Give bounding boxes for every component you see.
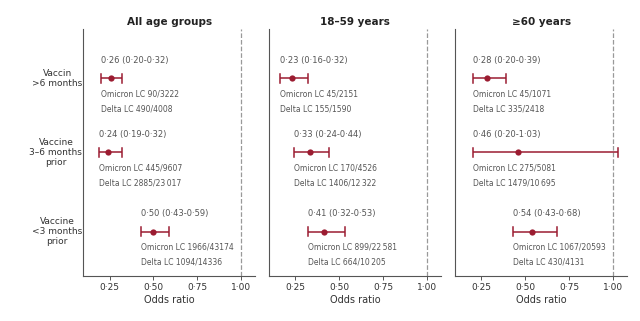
X-axis label: Odds ratio: Odds ratio [516, 295, 566, 305]
X-axis label: Odds ratio: Odds ratio [330, 295, 381, 305]
Text: 0·33 (0·24-0·44): 0·33 (0·24-0·44) [294, 130, 361, 139]
Text: Omicron LC 1067/20593: Omicron LC 1067/20593 [513, 243, 606, 252]
Text: 0·24 (0·19-0·32): 0·24 (0·19-0·32) [99, 130, 166, 139]
Text: Delta LC 1406/12 322: Delta LC 1406/12 322 [294, 178, 376, 187]
Text: Delta LC 335/2418: Delta LC 335/2418 [472, 104, 544, 113]
Text: 0·46 (0·20-1·03): 0·46 (0·20-1·03) [472, 130, 540, 139]
Text: Delta LC 2885/23 017: Delta LC 2885/23 017 [99, 178, 181, 187]
Text: Vaccine
<3 months
prior: Vaccine <3 months prior [32, 217, 83, 247]
Text: Delta LC 1094/14336: Delta LC 1094/14336 [141, 257, 222, 266]
Title: All age groups: All age groups [127, 17, 212, 27]
Text: Omicron LC 45/1071: Omicron LC 45/1071 [472, 90, 551, 99]
Text: Omicron LC 45/2151: Omicron LC 45/2151 [280, 90, 358, 99]
Text: Omicron LC 90/3222: Omicron LC 90/3222 [100, 90, 179, 99]
Text: Omicron LC 1966/43174: Omicron LC 1966/43174 [141, 243, 234, 252]
Text: Delta LC 490/4008: Delta LC 490/4008 [100, 104, 172, 113]
Text: Omicron LC 445/9607: Omicron LC 445/9607 [99, 164, 182, 173]
Title: 18–59 years: 18–59 years [320, 17, 390, 27]
Text: 0·26 (0·20-0·32): 0·26 (0·20-0·32) [100, 56, 168, 65]
Text: 0·28 (0·20-0·39): 0·28 (0·20-0·39) [472, 56, 540, 65]
Text: Omicron LC 275/5081: Omicron LC 275/5081 [472, 164, 556, 173]
X-axis label: Odds ratio: Odds ratio [144, 295, 195, 305]
Text: 0·23 (0·16-0·32): 0·23 (0·16-0·32) [280, 56, 348, 65]
Text: 0·41 (0·32-0·53): 0·41 (0·32-0·53) [308, 209, 375, 218]
Text: Delta LC 430/4131: Delta LC 430/4131 [513, 257, 584, 266]
Text: Delta LC 1479/10 695: Delta LC 1479/10 695 [472, 178, 556, 187]
Text: 0·54 (0·43-0·68): 0·54 (0·43-0·68) [513, 209, 580, 218]
Title: ≥60 years: ≥60 years [511, 17, 571, 27]
Text: Omicron LC 899/22 581: Omicron LC 899/22 581 [308, 243, 397, 252]
Text: Vaccin
>6 months: Vaccin >6 months [32, 69, 83, 88]
Text: Delta LC 155/1590: Delta LC 155/1590 [280, 104, 351, 113]
Text: Vaccine
3–6 months
prior: Vaccine 3–6 months prior [29, 138, 83, 167]
Text: Omicron LC 170/4526: Omicron LC 170/4526 [294, 164, 377, 173]
Text: 0·50 (0·43-0·59): 0·50 (0·43-0·59) [141, 209, 209, 218]
Text: Delta LC 664/10 205: Delta LC 664/10 205 [308, 257, 385, 266]
